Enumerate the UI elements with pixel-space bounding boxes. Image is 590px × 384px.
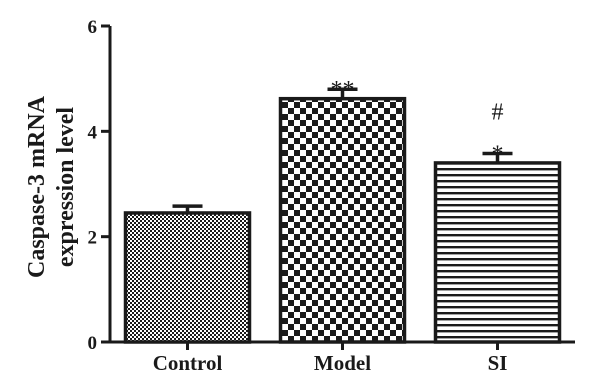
y-axis-title-line-1: Caspase-3 mRNA [24,95,50,278]
bar-si [433,161,562,344]
bars-layer [123,96,562,344]
annotations-layer: ***# [331,77,504,167]
bar-model [278,96,407,344]
x-ticks-layer: Control Model SI [153,342,508,375]
y-tick-label: 0 [88,333,98,354]
y-ticks-layer: 0 2 4 6 [88,17,110,354]
bar-control [123,211,252,344]
y-axis-title-line-2: expression level [53,107,79,268]
error-bars-layer [172,87,513,213]
x-tick-label-si: SI [488,351,508,375]
y-tick-label: 6 [88,17,98,38]
significance-label-model: ** [331,77,355,103]
y-tick-label: 2 [88,228,98,249]
x-tick-label-model: Model [314,351,371,375]
y-axis-title: Caspase-3 mRNA expression level [24,95,79,278]
significance-label-si: # [492,99,504,125]
x-tick-label-control: Control [153,351,223,375]
significance-label-si: * [492,141,504,167]
y-tick-label: 4 [88,122,98,143]
